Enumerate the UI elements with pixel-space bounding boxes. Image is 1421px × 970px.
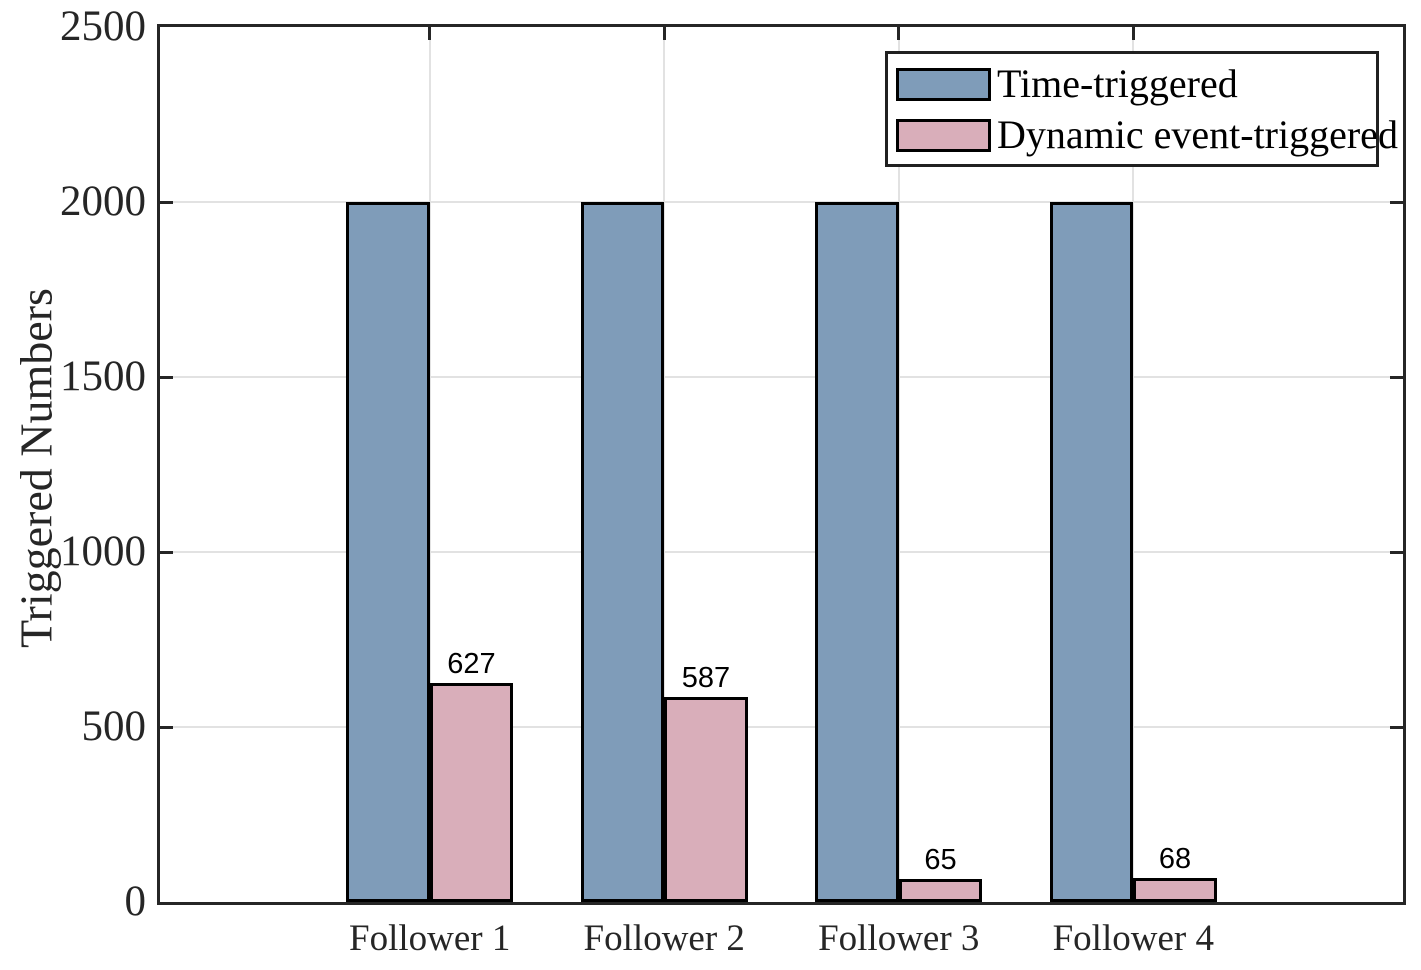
bar-time-triggered-follower-4 [1049, 202, 1134, 902]
x-tick-label-follower-4: Follower 4 [1052, 918, 1214, 959]
bar-dynamic-event-triggered-follower-1 [429, 682, 514, 902]
y-tick-label-2500: 2500 [60, 3, 146, 50]
gridline-x-follower-2 [663, 27, 666, 902]
y-tick-label-0: 0 [124, 878, 147, 925]
legend-label-dynamic-event-triggered: Dynamic event-triggered [997, 112, 1398, 157]
x-tick-label-follower-2: Follower 2 [583, 918, 745, 959]
bar-value-label-follower-1: 627 [447, 647, 496, 680]
gridline-x-follower-1 [428, 27, 431, 902]
x-tick-top-follower-1 [428, 27, 432, 40]
y-tick-right-1000 [1390, 550, 1403, 554]
y-tick-left-1500 [160, 375, 173, 379]
y-tick-right-1500 [1390, 375, 1403, 379]
gridline-x-follower-3 [897, 27, 900, 902]
y-axis-title: Triggered Numbers [10, 288, 62, 648]
y-tick-right-2000 [1390, 200, 1403, 204]
legend-swatch-time-triggered [896, 67, 991, 101]
legend-item-time-triggered: Time-triggered [896, 64, 1368, 104]
y-tick-label-500: 500 [81, 703, 147, 750]
bar-value-label-follower-2: 587 [681, 661, 731, 694]
x-tick-top-follower-3 [897, 27, 901, 40]
bar-value-label-follower-4: 68 [1158, 843, 1192, 876]
y-tick-right-500 [1390, 725, 1403, 729]
bar-value-label-follower-3: 65 [924, 844, 957, 877]
x-tick-top-follower-2 [662, 27, 666, 40]
bar-dynamic-event-triggered-follower-3 [898, 879, 983, 902]
gridline-x-follower-4 [1132, 27, 1135, 902]
bar-time-triggered-follower-3 [815, 202, 899, 902]
bar-dynamic-event-triggered-follower-4 [1133, 878, 1217, 902]
bar-dynamic-event-triggered-follower-2 [664, 696, 748, 902]
legend-swatch-dynamic-event-triggered [896, 118, 991, 152]
x-tick-label-follower-1: Follower 1 [349, 918, 511, 959]
legend-item-dynamic-event-triggered: Dynamic event-triggered [896, 115, 1398, 155]
y-tick-left-2000 [160, 200, 173, 204]
gridline-y-1000 [160, 551, 1403, 553]
x-tick-top-follower-4 [1131, 27, 1135, 40]
y-tick-label-1500: 1500 [60, 353, 146, 400]
y-tick-left-500 [160, 725, 173, 729]
bar-time-triggered-follower-2 [580, 202, 665, 902]
x-tick-label-follower-3: Follower 3 [818, 918, 980, 959]
gridline-y-1500 [160, 376, 1403, 378]
gridline-y-2000 [160, 201, 1403, 203]
gridline-y-500 [160, 726, 1403, 728]
plot-area: Time-triggered Dynamic event-triggered 6… [160, 27, 1403, 902]
y-tick-left-1000 [160, 550, 173, 554]
y-tick-label-2000: 2000 [60, 178, 146, 225]
legend: Time-triggered Dynamic event-triggered [885, 51, 1398, 167]
y-tick-label-1000: 1000 [60, 528, 146, 575]
bar-time-triggered-follower-1 [346, 202, 430, 902]
legend-label-time-triggered: Time-triggered [997, 61, 1238, 106]
